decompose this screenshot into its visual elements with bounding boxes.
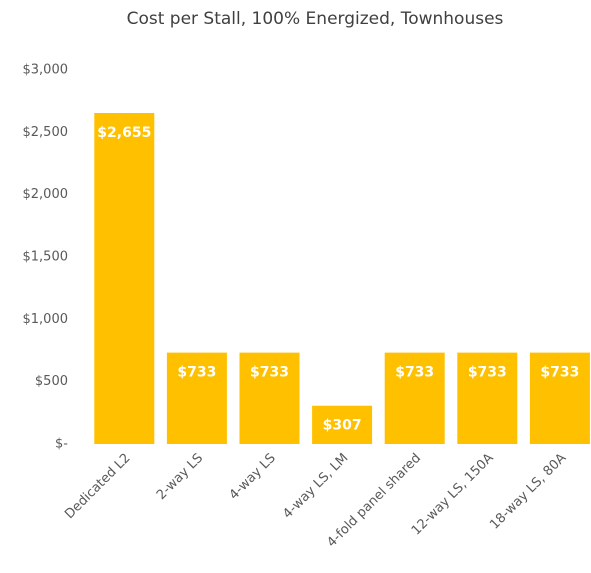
data-label: $733 <box>177 365 216 381</box>
y-tick-label: $1,000 <box>23 312 69 327</box>
bar <box>529 352 590 444</box>
data-label: $733 <box>395 365 434 381</box>
y-tick-label: $2,000 <box>23 187 69 202</box>
x-tick-label: 4-way LS <box>227 451 279 503</box>
data-label: $2,655 <box>97 125 151 141</box>
x-tick-label: 4-way LS, LM <box>280 451 351 522</box>
bar <box>94 113 155 444</box>
bar <box>457 352 518 444</box>
data-label: $733 <box>468 365 507 381</box>
x-tick-label: 12-way LS, 150A <box>409 451 497 539</box>
y-tick-label: $2,500 <box>23 125 69 140</box>
chart-title: Cost per Stall, 100% Energized, Townhous… <box>127 9 504 29</box>
data-label: $733 <box>540 365 579 381</box>
bar <box>166 352 227 444</box>
bar <box>239 352 300 444</box>
y-tick-label: $3,000 <box>23 63 69 78</box>
x-tick-label: Dedicated L2 <box>62 451 133 522</box>
bar <box>312 405 373 444</box>
x-tick-label: 2-way LS <box>154 451 206 503</box>
y-tick-label: $1,500 <box>23 250 69 265</box>
bar <box>384 352 445 444</box>
data-label: $733 <box>250 365 289 381</box>
x-tick-label: 18-way LS, 80A <box>487 451 569 533</box>
data-label: $307 <box>323 418 362 434</box>
y-tick-label: $500 <box>35 374 68 389</box>
y-tick-label: $- <box>55 437 68 452</box>
